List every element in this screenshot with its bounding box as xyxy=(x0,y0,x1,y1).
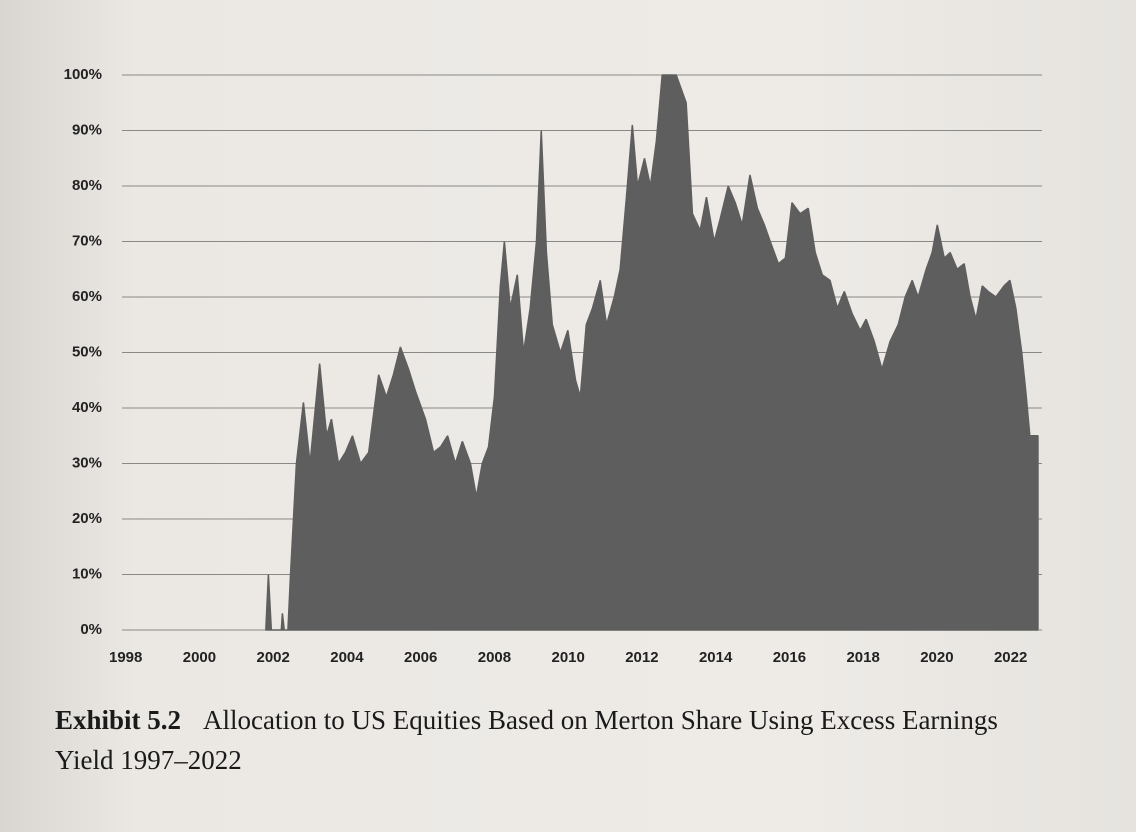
x-tick-label: 2008 xyxy=(478,649,511,666)
y-tick-label: 70% xyxy=(72,232,102,249)
x-tick-label: 2020 xyxy=(920,649,953,666)
x-tick-label: 2006 xyxy=(404,649,437,666)
x-tick-label: 2022 xyxy=(994,649,1027,666)
y-tick-label: 0% xyxy=(80,621,102,638)
caption-label: Exhibit 5.2 xyxy=(55,705,182,735)
x-tick-label: 2016 xyxy=(773,649,806,666)
y-tick-label: 80% xyxy=(72,177,102,194)
y-tick-label: 20% xyxy=(72,510,102,527)
x-tick-label: 1998 xyxy=(109,649,142,666)
y-tick-label: 30% xyxy=(72,454,102,471)
y-tick-label: 60% xyxy=(72,288,102,305)
x-tick-label: 2000 xyxy=(183,649,216,666)
y-tick-label: 40% xyxy=(72,399,102,416)
x-tick-label: 2018 xyxy=(846,649,879,666)
x-tick-label: 2004 xyxy=(330,649,364,666)
x-tick-label: 2012 xyxy=(625,649,658,666)
caption-text: Allocation to US Equities Based on Merto… xyxy=(55,705,998,775)
x-tick-label: 2002 xyxy=(256,649,289,666)
y-tick-label: 90% xyxy=(72,121,102,138)
x-tick-label: 2010 xyxy=(551,649,584,666)
area xyxy=(265,74,1039,631)
caption: Exhibit 5.2 Allocation to US Equities Bas… xyxy=(55,700,1055,780)
chart: 0% 10% 20% 30% 40% 50% 60% 70% 80% 90% 100% 1998 200… xyxy=(64,66,1042,666)
y-tick-label: 50% xyxy=(72,343,102,360)
y-tick-label: 100% xyxy=(64,66,102,83)
x-tick-label: 2014 xyxy=(699,649,733,666)
y-tick-label: 10% xyxy=(72,565,102,582)
